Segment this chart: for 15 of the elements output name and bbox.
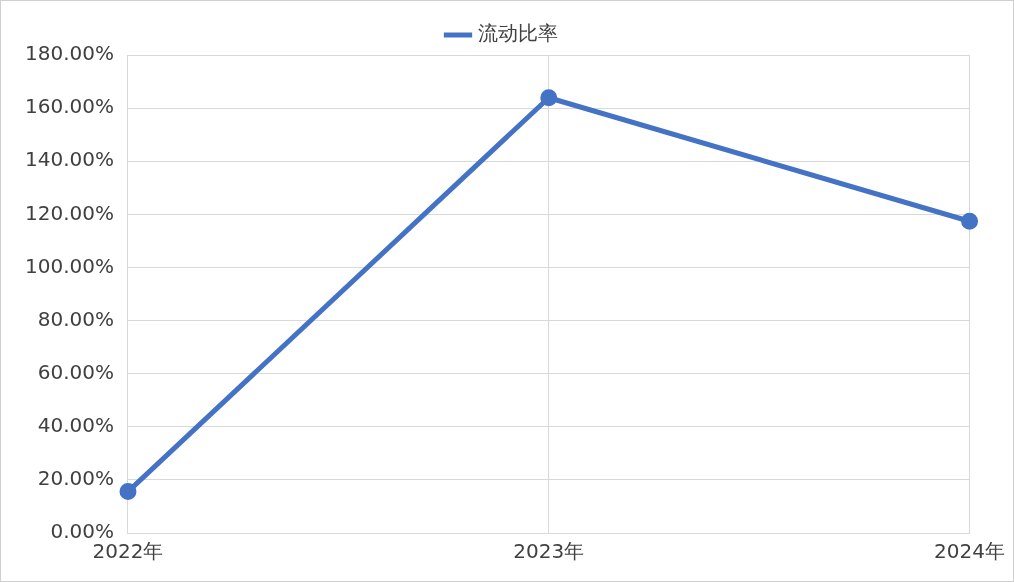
y-tick-label: 180.00% [25, 41, 114, 66]
point [540, 89, 558, 107]
y-tick-label: 20.00% [37, 466, 114, 491]
y-tick-label: 80.00% [37, 306, 114, 331]
point [119, 483, 137, 501]
y-tick-label: 120.00% [25, 200, 114, 225]
x-tick-label: 2024年 [934, 539, 1005, 564]
y-tick-label: 60.00% [37, 359, 114, 384]
legend-label: 流动比率 [478, 21, 558, 46]
y-tick-label: 140.00% [25, 147, 114, 172]
point [961, 212, 979, 230]
y-tick-label: 100.00% [25, 253, 114, 278]
y-tick-label: 40.00% [37, 412, 114, 437]
x-tick-label: 2023年 [513, 539, 585, 564]
y-tick-label: 160.00% [25, 94, 114, 119]
